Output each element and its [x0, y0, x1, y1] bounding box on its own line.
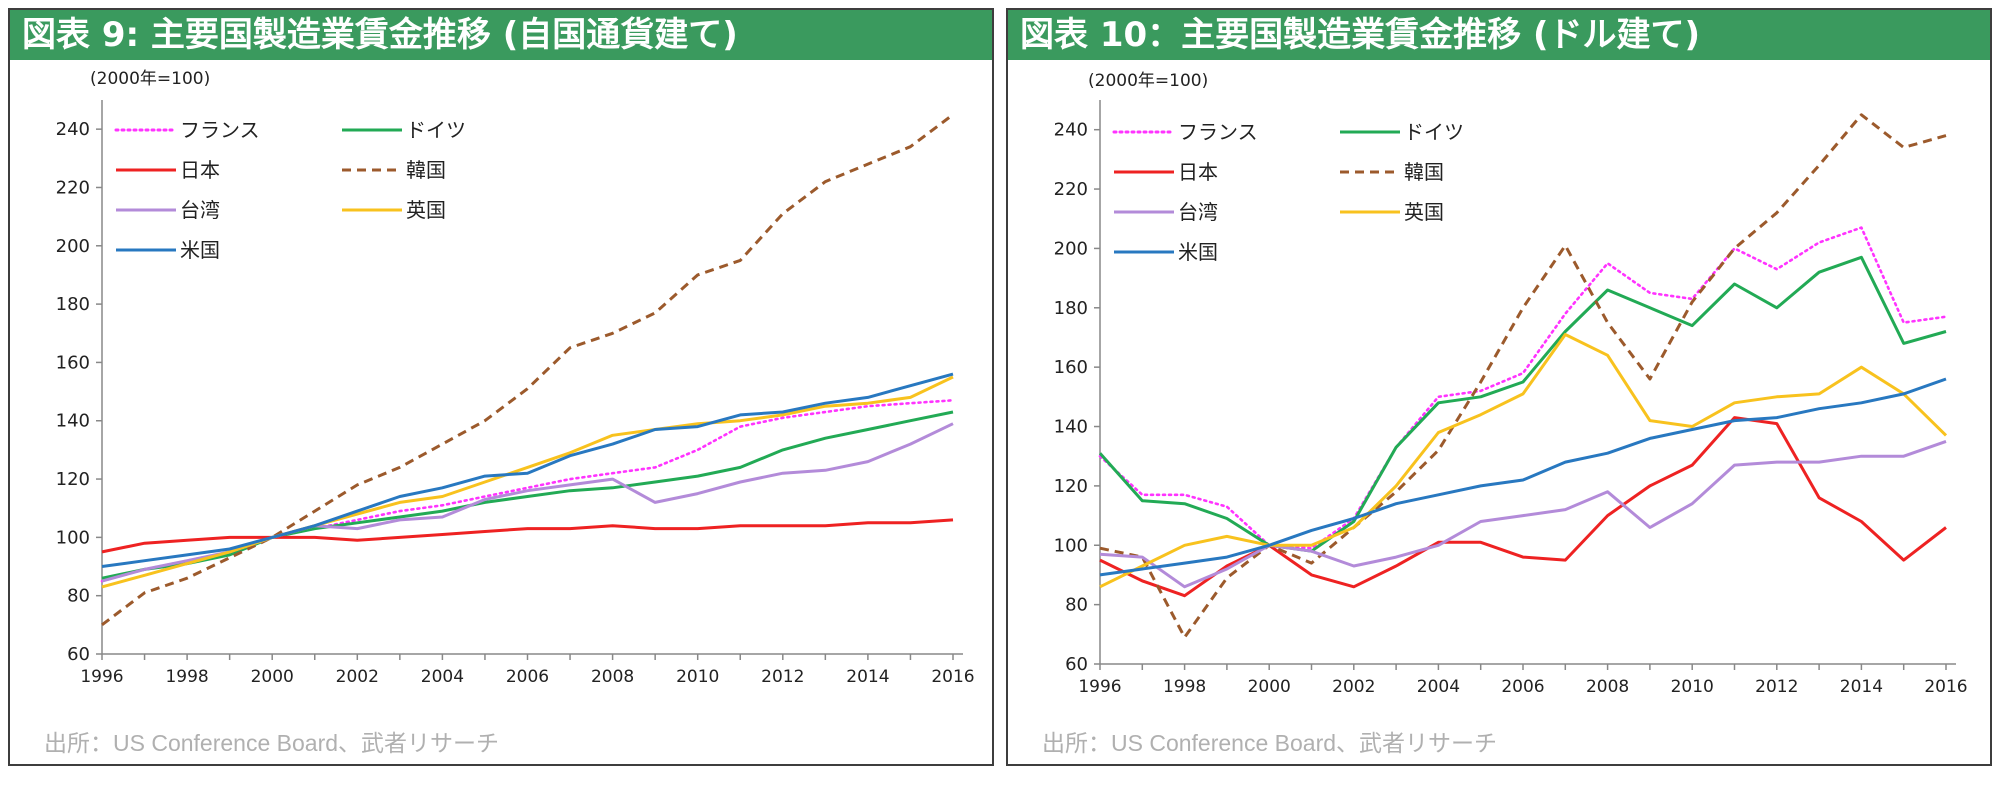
unit-label: (2000年=100)	[1088, 71, 1208, 91]
x-tick-label: 1998	[1163, 677, 1206, 697]
y-tick-label: 220	[1054, 179, 1088, 200]
x-tick-label: 2014	[846, 667, 889, 687]
y-tick-label: 180	[56, 294, 90, 315]
x-tick-label: 2004	[421, 667, 464, 687]
x-tick-label: 1996	[80, 667, 123, 687]
x-tick-label: 2002	[336, 667, 379, 687]
x-tick-label: 2016	[1924, 677, 1967, 697]
x-tick-label: 2000	[251, 667, 294, 687]
x-tick-label: 2006	[506, 667, 549, 687]
x-tick-label: 2012	[761, 667, 804, 687]
series-line-3	[1099, 113, 1947, 639]
series-line-1	[1098, 255, 1947, 553]
x-tick-label: 2004	[1417, 677, 1460, 697]
y-tick-label: 200	[56, 236, 90, 257]
y-tick-label: 80	[1065, 595, 1088, 616]
series-line-5	[101, 375, 954, 589]
x-tick-label: 1996	[1078, 677, 1121, 697]
y-tick-label: 160	[56, 352, 90, 373]
line-chart: (2000年=100) 60 80 100 120 140 160 180 200 220 240 1…	[1054, 71, 1968, 697]
x-tick-label: 2010	[1671, 677, 1714, 697]
series-line-1	[101, 410, 954, 580]
panel-title: 図表 9: 主要国製造業賃金推移 (自国通貨建て)	[10, 10, 992, 60]
series-line-6	[1099, 377, 1947, 577]
legend-label: 日本	[1178, 160, 1218, 184]
y-tick-label: 60	[1065, 654, 1088, 675]
series-line-0	[1098, 226, 1948, 550]
legend-label: 英国	[406, 198, 446, 222]
y-tick-label: 100	[1054, 535, 1088, 556]
legend-label: 米国	[180, 238, 220, 262]
y-tick-label: 120	[56, 469, 90, 490]
y-tick-label: 120	[1054, 476, 1088, 497]
y-tick-label: 140	[56, 411, 90, 432]
legend-label: フランス	[1178, 120, 1258, 144]
legend-label: 台湾	[180, 198, 220, 222]
y-tick-label: 60	[67, 644, 90, 665]
y-tick-label: 80	[67, 586, 90, 607]
x-tick-label: 2012	[1755, 677, 1798, 697]
x-tick-label: 2010	[676, 667, 719, 687]
x-tick-label: 2000	[1248, 677, 1291, 697]
series-line-5	[1099, 333, 1948, 589]
series-line-3	[101, 113, 954, 626]
chart-panel-right: 図表 10：主要国製造業賃金推移 (ドル建て) (2000年=100) 60 80 1…	[1006, 8, 1992, 766]
y-tick-label: 100	[56, 527, 90, 548]
y-tick-label: 240	[1054, 120, 1088, 141]
legend-label: 韓国	[1404, 160, 1444, 184]
panel-title: 図表 10：主要国製造業賃金推移 (ドル建て)	[1008, 10, 1990, 60]
unit-label: (2000年=100)	[90, 69, 210, 89]
series-line-2	[1099, 416, 1947, 598]
x-tick-label: 2016	[931, 667, 974, 687]
legend-label: ドイツ	[406, 118, 466, 142]
series-line-2	[101, 518, 954, 554]
legend-label: 英国	[1404, 200, 1444, 224]
legend-label: フランス	[180, 118, 260, 142]
y-tick-label: 140	[1054, 417, 1088, 438]
legend-label: 韓国	[406, 158, 446, 182]
chart-panel-left: 図表 9: 主要国製造業賃金推移 (自国通貨建て) (2000年=100) 60 8…	[8, 8, 994, 766]
y-tick-label: 200	[1054, 238, 1088, 259]
y-tick-label: 220	[56, 177, 90, 198]
x-tick-label: 2006	[1501, 677, 1544, 697]
source-note: 出所：US Conference Board、武者リサーチ	[1042, 730, 1498, 756]
x-tick-label: 2002	[1332, 677, 1375, 697]
x-tick-label: 2014	[1840, 677, 1883, 697]
series-line-6	[101, 372, 954, 568]
y-tick-label: 180	[1054, 298, 1088, 319]
y-tick-label: 160	[1054, 357, 1088, 378]
legend-label: ドイツ	[1404, 120, 1464, 144]
line-chart: (2000年=100) 60 80 100 120 140 160 180 200 220 240 1…	[56, 69, 975, 687]
source-note: 出所：US Conference Board、武者リサーチ	[44, 730, 500, 756]
x-tick-label: 1998	[165, 667, 208, 687]
y-tick-label: 240	[56, 119, 90, 140]
series-line-4	[101, 422, 954, 583]
legend-label: 台湾	[1178, 200, 1218, 224]
x-tick-label: 2008	[591, 667, 634, 687]
legend-label: 日本	[180, 158, 220, 182]
series-line-4	[1099, 439, 1947, 589]
x-tick-label: 2008	[1586, 677, 1629, 697]
legend-label: 米国	[1178, 240, 1218, 264]
